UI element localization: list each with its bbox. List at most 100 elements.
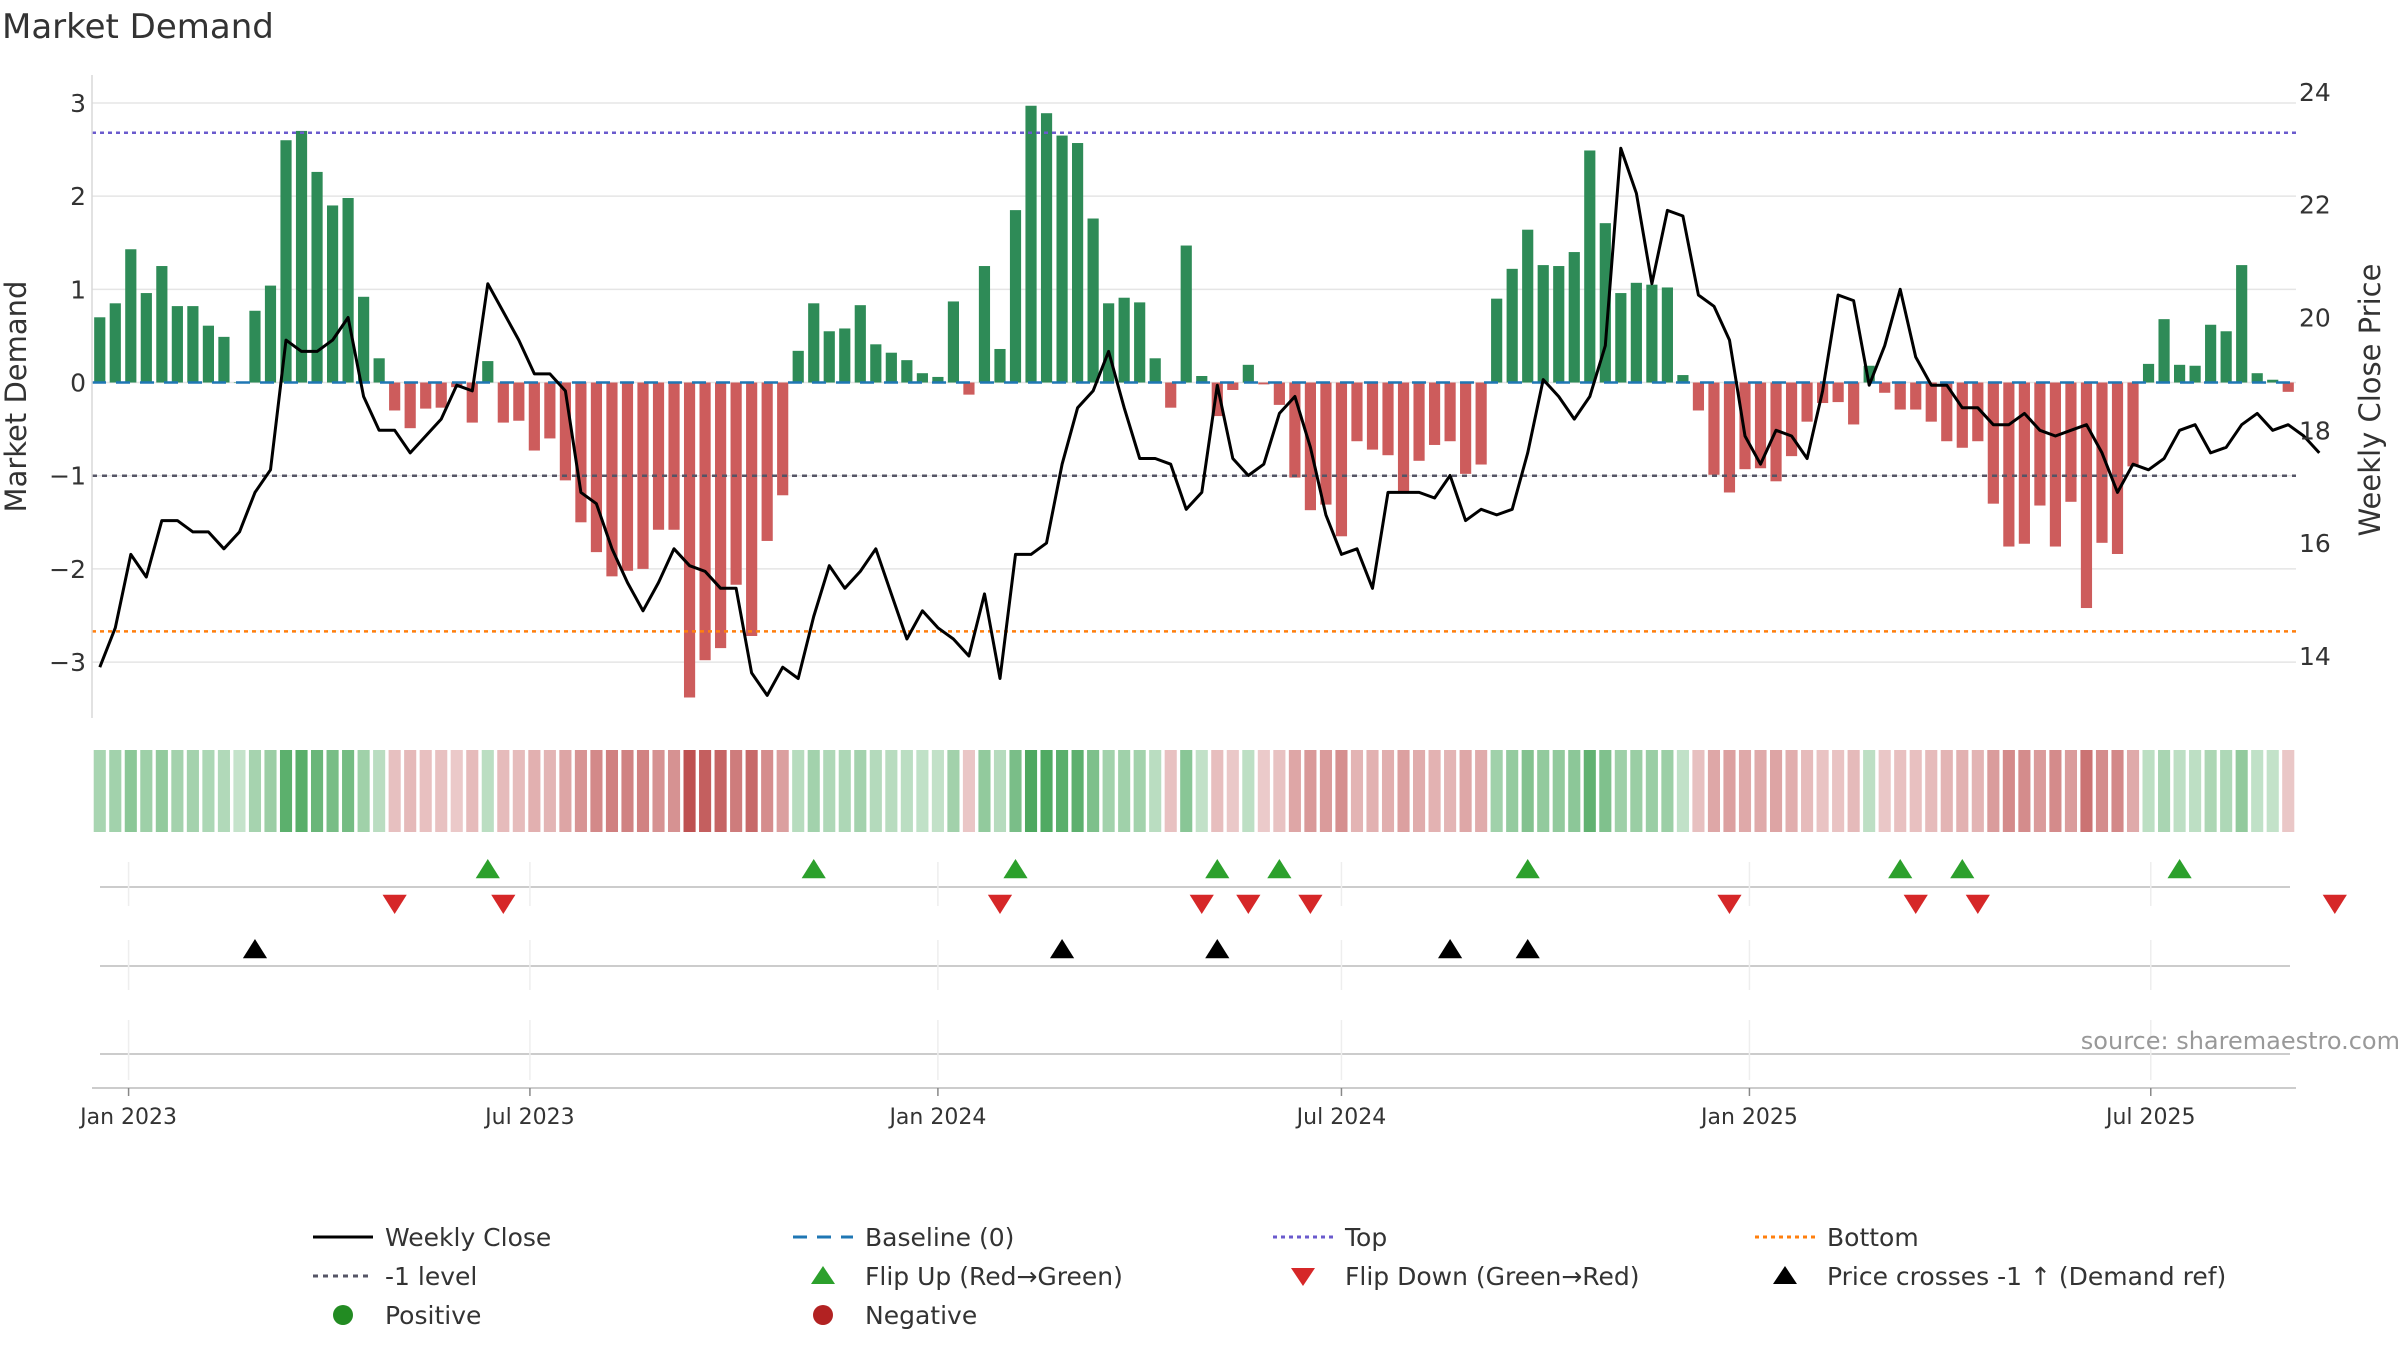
demand-bar-negative xyxy=(2003,382,2015,547)
heat-strip-cell xyxy=(1444,750,1457,832)
legend-label: Top xyxy=(1344,1223,1387,1252)
heat-strip-cell xyxy=(1087,750,1100,832)
demand-bar-negative xyxy=(2018,382,2030,544)
y-tick-label: 0 xyxy=(70,369,86,398)
x-tick-label: Jan 2024 xyxy=(887,1105,986,1130)
flip-down-marker xyxy=(1903,894,1928,914)
demand-bar-positive xyxy=(792,350,804,383)
heat-strip-cell xyxy=(559,750,572,832)
heat-strip-cell xyxy=(1475,750,1488,832)
heat-strip-cell xyxy=(1506,750,1519,832)
demand-bar-negative xyxy=(1987,382,1999,504)
heat-strip-cell xyxy=(916,750,929,832)
heat-strip-cell xyxy=(404,750,417,832)
heat-strip-cell xyxy=(1459,750,1472,832)
axes: −3 −2 −1 0 1 2 3 Market Demand 14 16 18 20 22 24 Weekl… xyxy=(0,75,2387,718)
heat-strip-cell xyxy=(1024,750,1038,832)
demand-bar-negative xyxy=(652,382,665,530)
demand-bar-positive xyxy=(249,310,261,383)
demand-bar-positive xyxy=(2158,319,2170,383)
heat-strip-cell xyxy=(683,750,696,832)
demand-bar-negative xyxy=(1879,382,1891,393)
demand-bar-negative xyxy=(1211,382,1223,417)
demand-bar-negative xyxy=(1832,382,1844,403)
y2-tick-label: 16 xyxy=(2299,529,2331,558)
demand-bar-negative xyxy=(1785,382,1798,457)
flip-up-marker xyxy=(2167,859,2192,879)
demand-bar-positive xyxy=(916,373,928,383)
demand-bar-negative xyxy=(1460,382,1472,474)
heat-strip-cell xyxy=(667,750,681,832)
heat-strip-cell xyxy=(1630,750,1643,832)
heat-strip-cell xyxy=(636,750,650,832)
demand-bar-positive xyxy=(1103,303,1115,383)
demand-bar-negative xyxy=(528,382,540,451)
heat-strip-cell xyxy=(962,750,975,832)
heat-strip-cell xyxy=(1692,750,1705,832)
heat-strip-cell xyxy=(993,750,1007,832)
demand-bar-negative xyxy=(544,382,556,439)
flip-down-marker xyxy=(1298,894,1323,914)
demand-bar-positive xyxy=(2220,331,2232,383)
heat-strip-cell xyxy=(171,750,184,832)
flip-down-marker xyxy=(1236,894,1261,914)
heat-strip-cell xyxy=(854,750,867,832)
weekly-close-line xyxy=(98,146,2321,697)
flip-up-marker xyxy=(475,859,500,879)
demand-bar-negative xyxy=(699,382,711,661)
demand-bar-positive xyxy=(932,376,944,383)
heat-strip-cell xyxy=(1863,750,1876,832)
demand-bar-negative xyxy=(513,382,525,421)
heat-strip-cell xyxy=(1257,750,1270,832)
demand-bar-negative xyxy=(963,382,975,395)
flip-down-marker xyxy=(2322,894,2347,914)
heat-strip-cell xyxy=(1785,750,1798,832)
heat-strip-cell xyxy=(1661,750,1674,832)
demand-bar-negative xyxy=(1692,382,1705,411)
demand-bar-positive xyxy=(311,171,323,383)
legend-swatch-dot xyxy=(333,1305,353,1325)
heat-strip-cell xyxy=(2080,750,2093,832)
demand-bar-positive xyxy=(1553,266,1565,383)
demand-bar-negative xyxy=(559,382,571,481)
y2-tick-label: 22 xyxy=(2299,191,2331,220)
demand-bar-positive xyxy=(1149,358,1161,383)
demand-bar-negative xyxy=(1956,382,1968,448)
legend-item: Baseline (0) xyxy=(793,1223,1014,1252)
flip-up-marker xyxy=(801,859,826,879)
heat-strip-cell xyxy=(326,750,339,832)
legend-label: Negative xyxy=(865,1301,977,1330)
heat-strip-cell xyxy=(373,750,386,832)
demand-bar-positive xyxy=(482,361,494,383)
demand-bar-positive xyxy=(1863,365,1875,383)
heat-strip-cell xyxy=(1319,750,1332,832)
demand-bar-positive xyxy=(1040,113,1053,383)
heat-strip-cell xyxy=(1226,750,1239,832)
demand-bar-negative xyxy=(621,382,634,571)
legend-item: Bottom xyxy=(1755,1223,1919,1252)
heat-strip-cell xyxy=(900,750,913,832)
legend-swatch-down xyxy=(1291,1268,1315,1286)
demand-bar-positive xyxy=(326,205,339,383)
heat-strip-cell xyxy=(1056,750,1069,832)
legend-item: -1 level xyxy=(313,1262,477,1291)
legend-label: Weekly Close xyxy=(385,1223,551,1252)
heat-strip-cell xyxy=(1381,750,1395,832)
demand-bar-negative xyxy=(404,382,416,429)
demand-bar-negative xyxy=(1335,382,1348,537)
demand-bar-positive xyxy=(947,301,960,383)
demand-bar-positive xyxy=(94,317,106,383)
heat-strip-cell xyxy=(1956,750,1969,832)
demand-bar-negative xyxy=(575,382,587,523)
demand-bar-negative xyxy=(715,382,727,649)
price-cross-marker xyxy=(1049,939,1075,959)
heat-strip-cell xyxy=(869,750,882,832)
heat-strip-cell xyxy=(1149,750,1162,832)
y-tick-label: −2 xyxy=(49,555,86,584)
heat-strip-cell xyxy=(2173,750,2186,832)
demand-bar-negative xyxy=(1708,382,1720,475)
demand-bar-positive xyxy=(1537,265,1549,383)
heat-strip-cell xyxy=(1242,750,1255,832)
heat-strip-cell xyxy=(1801,750,1814,832)
demand-bar-positive xyxy=(1118,297,1130,383)
